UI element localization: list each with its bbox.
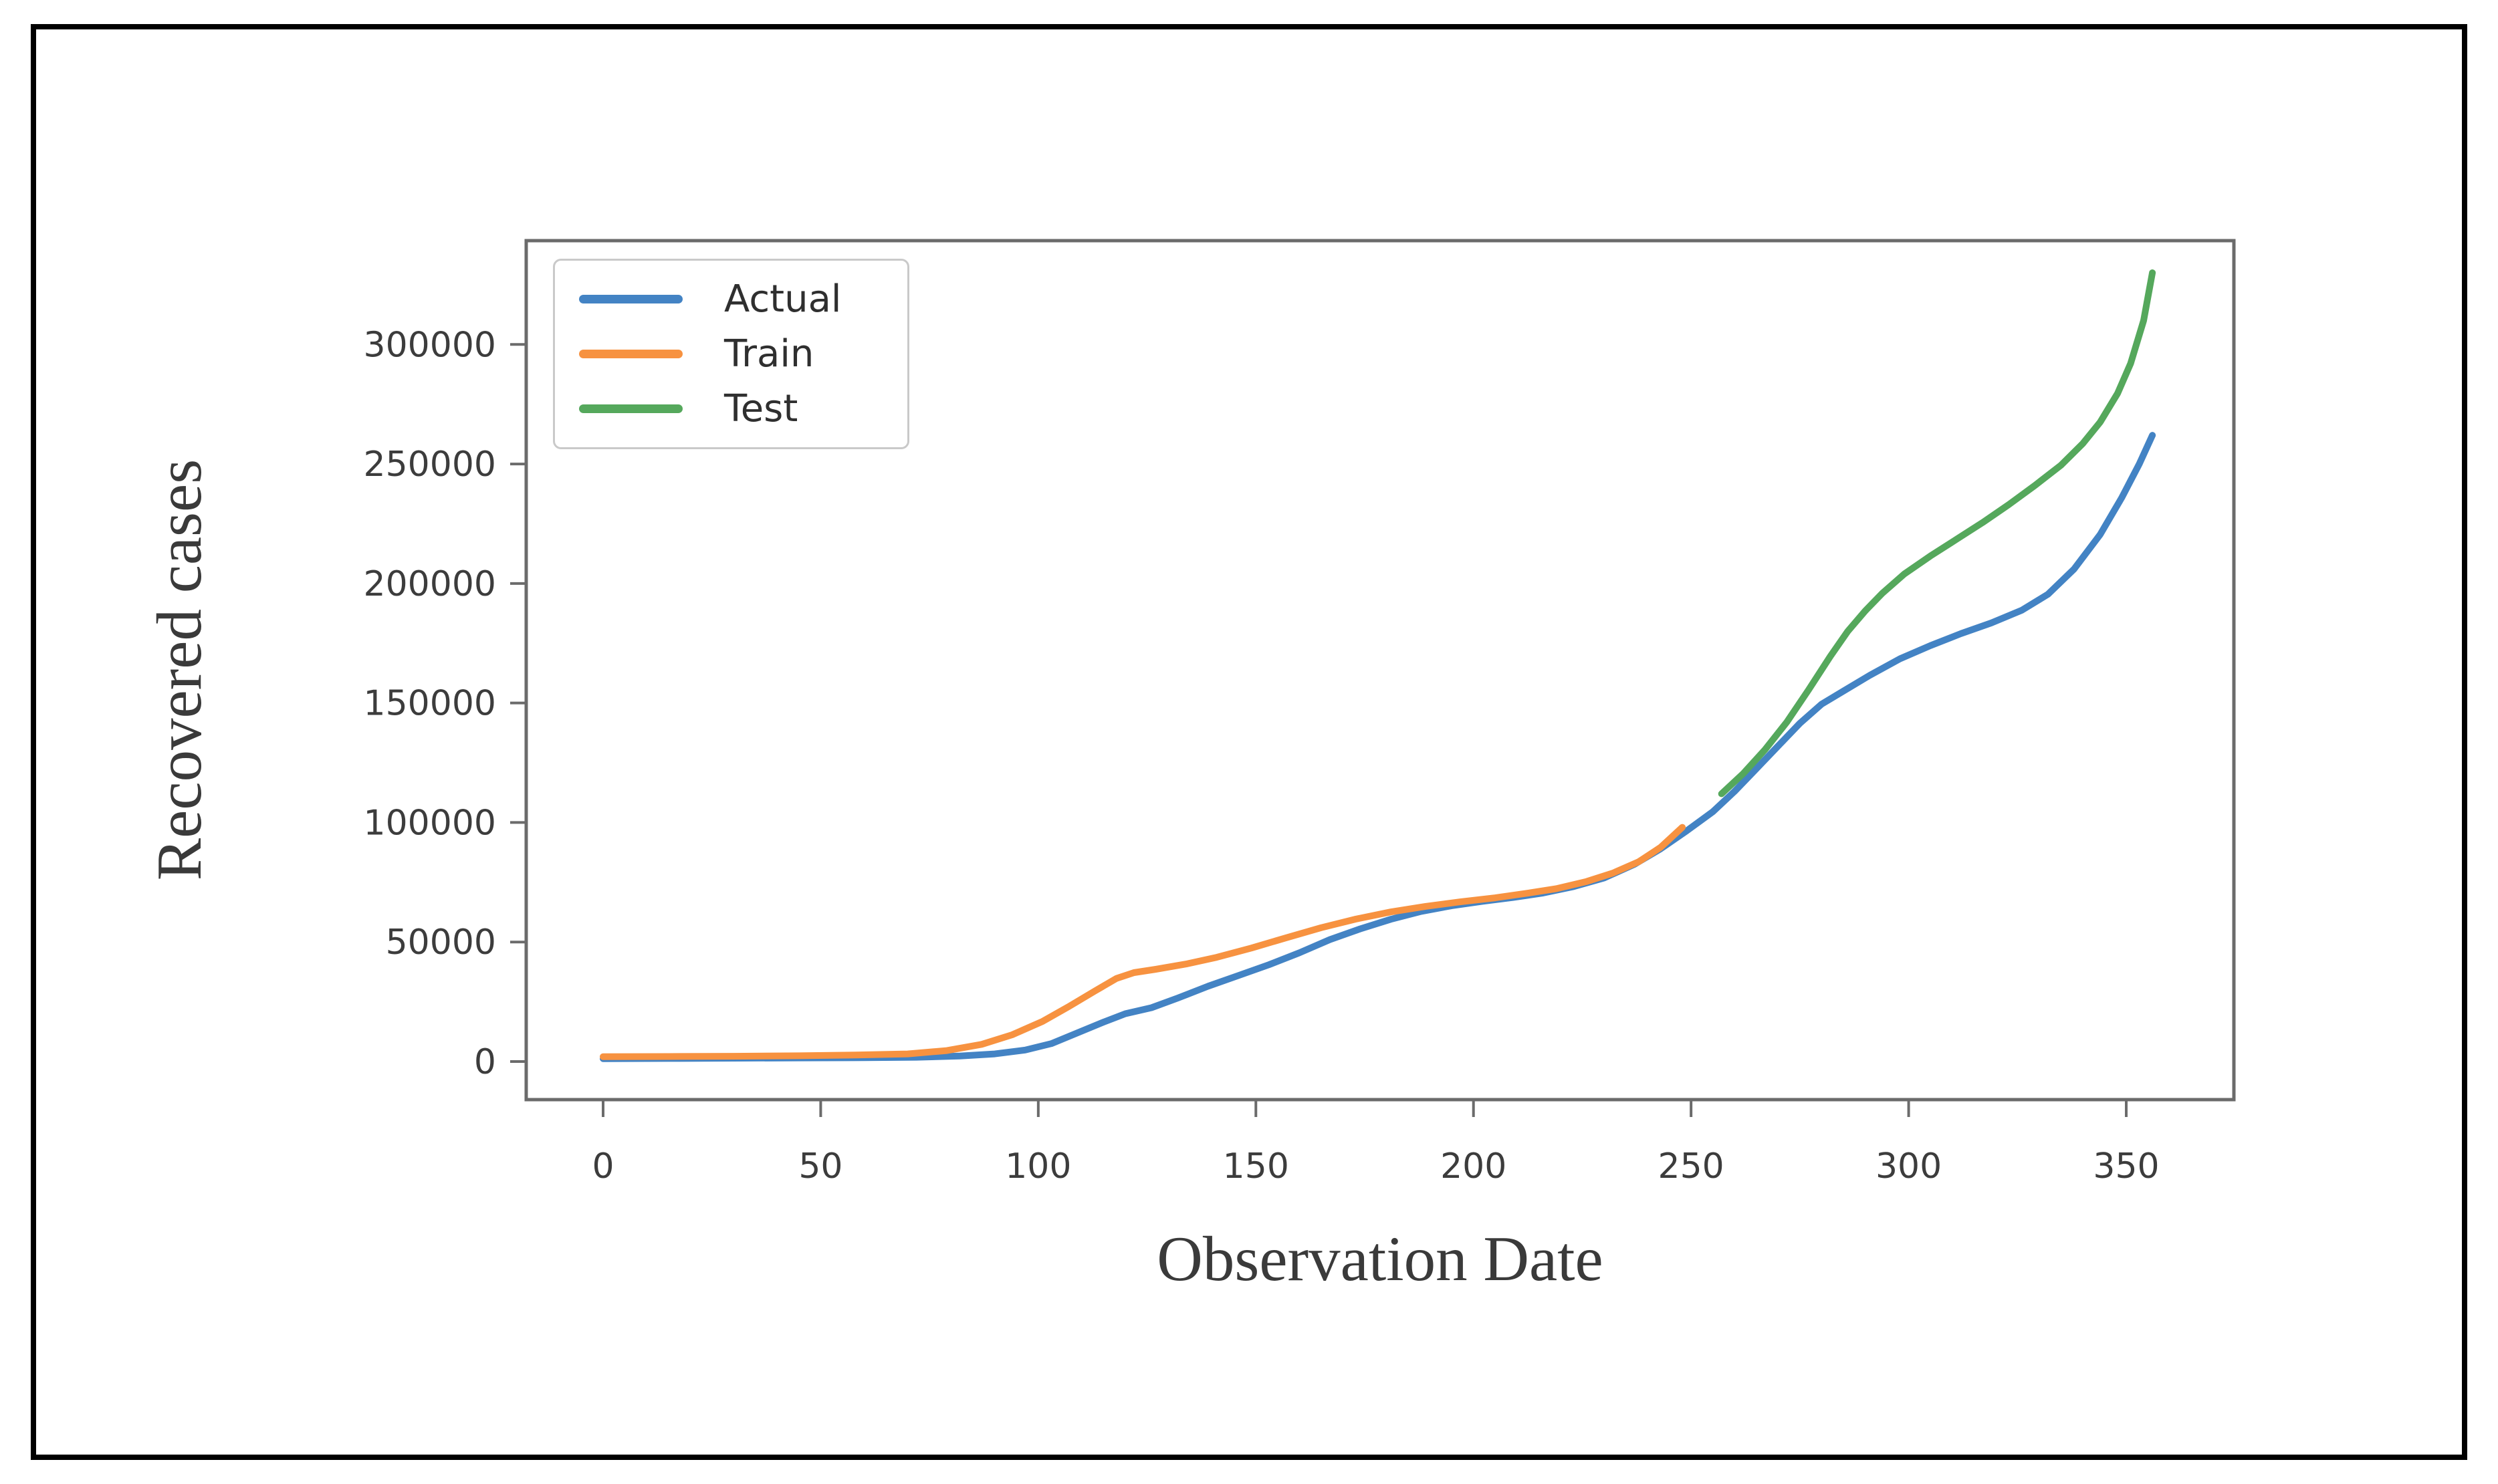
x-tick-label: 200 [1440,1146,1506,1187]
x-tick-label: 300 [1876,1146,1942,1187]
x-tick-label: 350 [2093,1146,2159,1187]
actual-line-swatch-icon [579,294,683,303]
y-tick-label: 250000 [363,445,496,485]
y-tick-label: 100000 [363,803,496,843]
series-line-test [1718,269,2156,797]
x-tick-label: 0 [592,1146,614,1187]
figure-frame [31,24,2467,1460]
y-axis-title: Recovered cases [144,459,215,881]
legend-item-test: Test [555,387,907,430]
y-tick-label: 300000 [363,325,496,365]
legend-label-test: Test [724,387,798,431]
y-tick-label: 50000 [386,922,496,963]
y-tick-label: 150000 [363,684,496,724]
train-line-swatch-icon [579,349,683,358]
series-line-actual [600,432,2156,1062]
plot-spines [524,239,2236,1102]
test-line-swatch-icon [579,404,683,414]
y-tick-label: 0 [474,1042,496,1082]
x-axis-title: Observation Date [1157,1223,1603,1294]
x-tick-label: 250 [1658,1146,1724,1187]
legend-item-train: Train [555,332,907,376]
legend-label-train: Train [724,332,814,376]
y-axis-ticks: 0 50000 100000 150000 200000 250000 300000 [363,325,526,1082]
y-tick-label: 200000 [363,564,496,604]
legend-item-actual: Actual [555,277,907,321]
legend-label-actual: Actual [724,277,842,321]
series-line-train [600,824,1686,1060]
x-tick-label: 50 [798,1146,842,1187]
legend: Actual Train Test [553,259,909,449]
x-tick-label: 150 [1223,1146,1289,1187]
x-tick-label: 100 [1005,1146,1071,1187]
x-axis-ticks: 0 50 100 150 200 250 300 350 [592,1100,2160,1187]
